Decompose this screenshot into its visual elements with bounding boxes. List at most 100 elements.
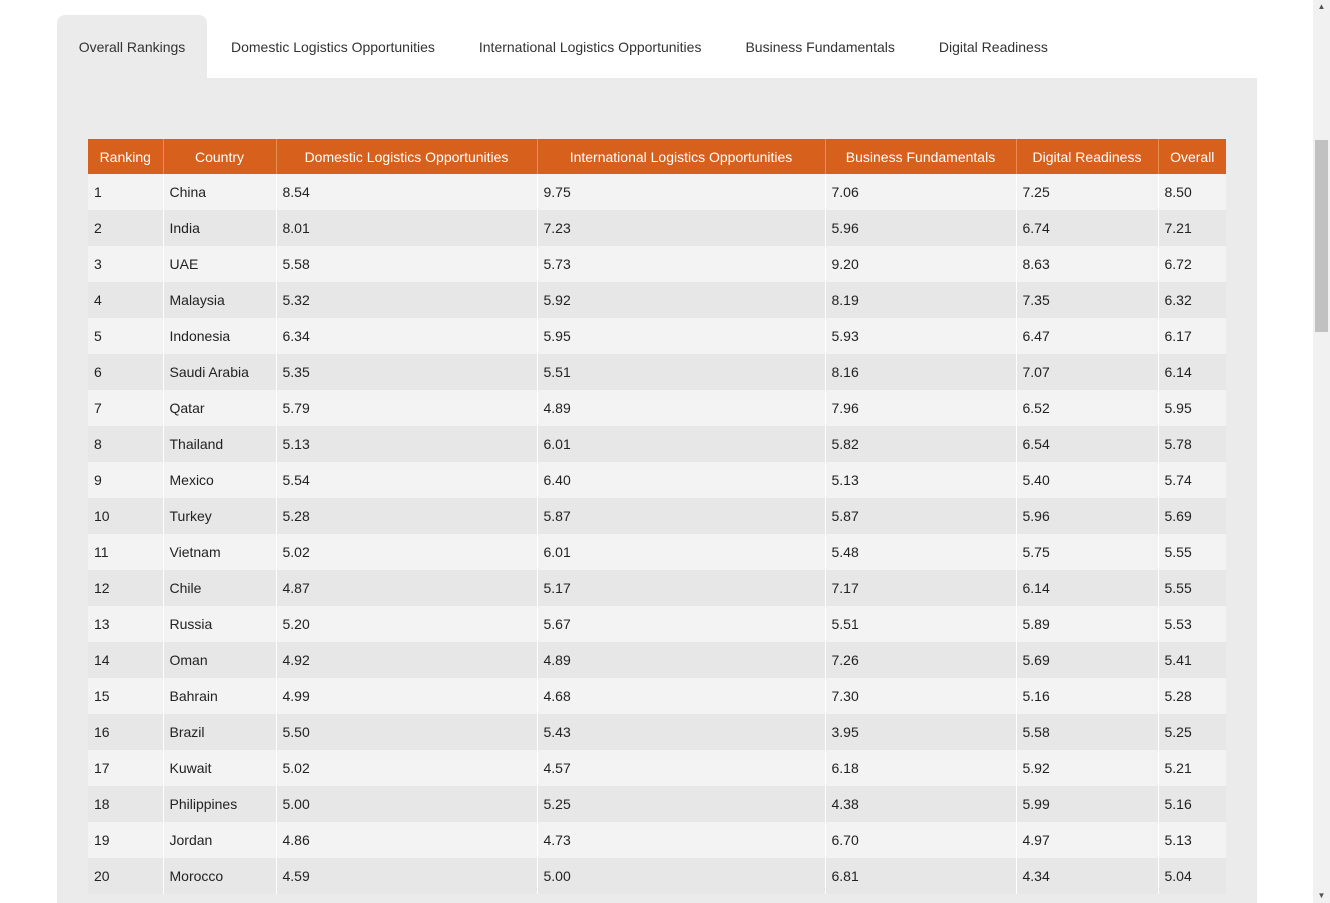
table-cell: Malaysia xyxy=(163,282,277,318)
table-cell: Thailand xyxy=(163,426,277,462)
table-cell: 3 xyxy=(88,246,164,282)
table-cell: 5.40 xyxy=(1016,462,1159,498)
table-cell: 5.13 xyxy=(276,426,538,462)
table-cell: 5.92 xyxy=(537,282,826,318)
table-cell: 7.21 xyxy=(1158,210,1226,246)
table-row: 11 Vietnam 5.02 6.01 5.48 5.75 5.55 xyxy=(88,534,1226,570)
table-cell: 8.01 xyxy=(276,210,538,246)
table-row: 17 Kuwait 5.02 4.57 6.18 5.92 5.21 xyxy=(88,750,1226,786)
table-cell: 6.18 xyxy=(825,750,1017,786)
table-cell: 5.41 xyxy=(1158,642,1226,678)
table-row: 16 Brazil 5.50 5.43 3.95 5.58 5.25 xyxy=(88,714,1226,750)
table-cell: 7.07 xyxy=(1016,354,1159,390)
table-row: 15 Bahrain 4.99 4.68 7.30 5.16 5.28 xyxy=(88,678,1226,714)
scrollbar-thumb[interactable] xyxy=(1315,140,1328,332)
table-cell: 9.75 xyxy=(537,174,826,210)
table-cell: 6.32 xyxy=(1158,282,1226,318)
table-cell: 5.58 xyxy=(276,246,538,282)
table-row: 3 UAE 5.58 5.73 9.20 8.63 6.72 xyxy=(88,246,1226,282)
table-cell: 5.48 xyxy=(825,534,1017,570)
scroll-down-arrow-icon[interactable]: ▼ xyxy=(1317,891,1326,900)
tab-international-logistics[interactable]: International Logistics Opportunities xyxy=(478,38,702,55)
table-cell: 7.23 xyxy=(537,210,826,246)
table-cell: 4.89 xyxy=(537,390,826,426)
table-cell: 5.16 xyxy=(1016,678,1159,714)
table-cell: 17 xyxy=(88,750,164,786)
table-cell: 7.96 xyxy=(825,390,1017,426)
table-cell: 5.93 xyxy=(825,318,1017,354)
table-cell: 6.72 xyxy=(1158,246,1226,282)
table-row: 10 Turkey 5.28 5.87 5.87 5.96 5.69 xyxy=(88,498,1226,534)
column-header: Digital Readiness xyxy=(1016,139,1159,174)
table-cell: 4.99 xyxy=(276,678,538,714)
table-cell: 2 xyxy=(88,210,164,246)
table-row: 14 Oman 4.92 4.89 7.26 5.69 5.41 xyxy=(88,642,1226,678)
table-cell: 5.74 xyxy=(1158,462,1226,498)
column-header: Business Fundamentals xyxy=(825,139,1017,174)
table-cell: 5.00 xyxy=(537,858,826,894)
table-cell: 5.25 xyxy=(537,786,826,822)
tab-domestic-logistics[interactable]: Domestic Logistics Opportunities xyxy=(231,38,435,55)
table-cell: 5.55 xyxy=(1158,570,1226,606)
table-cell: 5.89 xyxy=(1016,606,1159,642)
table-cell: 18 xyxy=(88,786,164,822)
table-row: 5 Indonesia 6.34 5.95 5.93 6.47 6.17 xyxy=(88,318,1226,354)
table-cell: 4.68 xyxy=(537,678,826,714)
table-cell: 5.75 xyxy=(1016,534,1159,570)
tab-business-fundamentals[interactable]: Business Fundamentals xyxy=(745,38,895,55)
column-header: International Logistics Opportunities xyxy=(537,139,826,174)
table-cell: UAE xyxy=(163,246,277,282)
table-body: 1 China 8.54 9.75 7.06 7.25 8.50 2 India 8.01 7.23… xyxy=(88,174,1226,894)
table-cell: 5.13 xyxy=(825,462,1017,498)
table-row: 13 Russia 5.20 5.67 5.51 5.89 5.53 xyxy=(88,606,1226,642)
table-cell: Turkey xyxy=(163,498,277,534)
scroll-up-arrow-icon[interactable]: ▲ xyxy=(1317,2,1326,11)
table-cell: Qatar xyxy=(163,390,277,426)
table-cell: 5.21 xyxy=(1158,750,1226,786)
table-cell: Vietnam xyxy=(163,534,277,570)
table-cell: Indonesia xyxy=(163,318,277,354)
table-cell: 8 xyxy=(88,426,164,462)
rankings-panel: Ranking Country Domestic Logistics Opportu… xyxy=(57,78,1257,903)
table-cell: 6 xyxy=(88,354,164,390)
tab-overall-rankings[interactable]: Overall Rankings xyxy=(57,15,207,78)
table-cell: 14 xyxy=(88,642,164,678)
table-cell: 6.17 xyxy=(1158,318,1226,354)
table-cell: 5.25 xyxy=(1158,714,1226,750)
table-cell: 5.92 xyxy=(1016,750,1159,786)
table-cell: 6.40 xyxy=(537,462,826,498)
table-cell: 4.97 xyxy=(1016,822,1159,858)
table-cell: 5.17 xyxy=(537,570,826,606)
table-row: 20 Morocco 4.59 5.00 6.81 4.34 5.04 xyxy=(88,858,1226,894)
table-cell: 6.74 xyxy=(1016,210,1159,246)
table-cell: 5.73 xyxy=(537,246,826,282)
table-cell: 5.96 xyxy=(825,210,1017,246)
table-cell: 5.95 xyxy=(537,318,826,354)
table-cell: 10 xyxy=(88,498,164,534)
table-cell: 20 xyxy=(88,858,164,894)
table-cell: Morocco xyxy=(163,858,277,894)
table-cell: 16 xyxy=(88,714,164,750)
table-cell: India xyxy=(163,210,277,246)
table-cell: 6.01 xyxy=(537,534,826,570)
table-cell: 6.14 xyxy=(1158,354,1226,390)
rankings-table: Ranking Country Domestic Logistics Opportu… xyxy=(88,139,1226,894)
table-cell: Kuwait xyxy=(163,750,277,786)
table-cell: 8.19 xyxy=(825,282,1017,318)
table-row: 6 Saudi Arabia 5.35 5.51 8.16 7.07 6.14 xyxy=(88,354,1226,390)
table-cell: 5.58 xyxy=(1016,714,1159,750)
table-row: 19 Jordan 4.86 4.73 6.70 4.97 5.13 xyxy=(88,822,1226,858)
vertical-scrollbar[interactable]: ▲ ▼ xyxy=(1313,0,1330,903)
table-cell: 5.55 xyxy=(1158,534,1226,570)
table-cell: 5.87 xyxy=(537,498,826,534)
table-cell: 9 xyxy=(88,462,164,498)
table-cell: 6.01 xyxy=(537,426,826,462)
table-cell: 19 xyxy=(88,822,164,858)
table-cell: 5.13 xyxy=(1158,822,1226,858)
table-cell: 6.34 xyxy=(276,318,538,354)
table-cell: 4.89 xyxy=(537,642,826,678)
table-cell: Chile xyxy=(163,570,277,606)
tab-digital-readiness[interactable]: Digital Readiness xyxy=(938,38,1048,55)
column-header: Country xyxy=(163,139,277,174)
table-cell: 5.35 xyxy=(276,354,538,390)
